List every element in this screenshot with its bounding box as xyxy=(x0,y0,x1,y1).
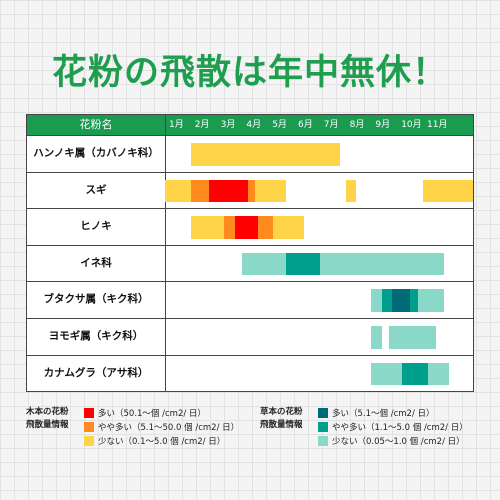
legend-tree-title-line1: 木本の花粉 xyxy=(26,407,69,417)
pollen-period-bar xyxy=(165,179,191,203)
legend-label: 多い（5.1〜個 /cm2/ 日） xyxy=(332,409,435,419)
legend-label: やや多い（1.1〜5.0 個 /cm2/ 日） xyxy=(332,423,468,433)
pollen-period-bar xyxy=(257,216,274,239)
pollen-period-bar xyxy=(190,216,225,239)
pollen-period-bar xyxy=(190,179,209,203)
row-divider xyxy=(27,244,473,246)
pollen-period-bar xyxy=(242,252,287,276)
month-label: 7月 xyxy=(323,120,339,130)
legend-grass-pollen: 草本の花粉 飛散量情報 多い（5.1〜個 /cm2/ 日） やや多い（1.1〜5.… xyxy=(260,406,490,466)
row-divider xyxy=(27,318,473,319)
month-label: 3月 xyxy=(220,120,236,130)
legend-label: やや多い（5.1〜50.0 個 /cm2/ 日） xyxy=(98,423,240,433)
legend-swatch xyxy=(84,422,94,432)
legend-tree-title-line2: 飛散量情報 xyxy=(26,420,69,430)
pollen-period-bar xyxy=(428,362,449,386)
row-divider xyxy=(27,281,473,283)
row-label: ハンノキ属（カバノキ科） xyxy=(33,147,159,159)
month-label: 9月 xyxy=(375,120,391,130)
row-divider xyxy=(27,354,473,356)
month-label: 1月 xyxy=(169,120,184,130)
pollen-period-bar xyxy=(392,289,411,312)
month-label: 10月 xyxy=(401,120,422,130)
legend-tree-title: 木本の花粉 飛散量情報 xyxy=(26,406,69,432)
row-label: ヨモギ属（キク科） xyxy=(48,330,144,342)
pollen-period-bar xyxy=(423,179,473,203)
legend-swatch xyxy=(318,422,328,432)
pollen-period-bar xyxy=(190,143,341,166)
pollen-period-bar xyxy=(255,179,287,203)
pollen-period-bar xyxy=(381,289,393,312)
row-label: ブタクサ属（キク科） xyxy=(43,293,149,306)
legend-label: 多い（50.1〜個 /cm2/ 日） xyxy=(98,409,206,419)
row-label: カナムグラ（アサ科） xyxy=(43,366,149,379)
legend-swatch xyxy=(84,408,94,418)
pollen-period-bar xyxy=(319,252,444,276)
column-divider xyxy=(165,115,166,391)
pollen-period-bar xyxy=(247,179,256,203)
legend-grass-title-line2: 飛散量情報 xyxy=(260,420,303,430)
row-label: ヒノキ xyxy=(80,220,112,233)
legend-swatch xyxy=(84,436,94,446)
pollen-period-bar xyxy=(208,179,248,203)
month-label: 4月 xyxy=(246,120,262,130)
pollen-period-bar xyxy=(286,252,320,276)
pollen-period-bar xyxy=(402,362,429,386)
pollen-period-bar xyxy=(234,216,258,239)
row-divider xyxy=(27,135,473,136)
row-label: スギ xyxy=(85,183,107,196)
pollen-period-bar xyxy=(371,362,403,386)
month-label: 8月 xyxy=(349,120,365,130)
page-title: 花粉の飛散は年中無休！ xyxy=(51,53,448,93)
pollen-period-bar xyxy=(345,179,356,203)
row-divider xyxy=(27,208,473,210)
legend-label: 少ない（0.05〜1.0 個 /cm2/ 日） xyxy=(332,437,465,447)
legend-grass-title-line1: 草本の花粉 xyxy=(260,407,303,417)
row-divider xyxy=(27,171,473,173)
header-label-pollen-name: 花粉名 xyxy=(79,118,113,131)
month-label: 6月 xyxy=(298,120,313,130)
legend-tree-pollen: 木本の花粉 飛散量情報 多い（50.1〜個 /cm2/ 日） やや多い（5.1〜5… xyxy=(26,406,256,466)
legend-grass-title: 草本の花粉 飛散量情報 xyxy=(260,406,303,432)
legend-label: 少ない（0.1〜5.0 個 /cm2/ 日） xyxy=(98,437,226,447)
legend-swatch xyxy=(318,408,328,418)
pollen-calendar-chart: 花粉名 1月 2月 3月 4月 5月 6月 7月 8月 9月 10月 11月 ハンノキ属（カバノキ科… xyxy=(26,114,474,392)
chart-header: 花粉名 1月 2月 3月 4月 5月 6月 7月 8月 9月 10月 11月 xyxy=(27,115,473,135)
pollen-period-bar xyxy=(273,216,305,239)
row-label: イネ科 xyxy=(80,256,112,269)
pollen-period-bar xyxy=(371,326,382,349)
legend-swatch xyxy=(318,436,328,446)
pollen-period-bar xyxy=(417,289,444,312)
pollen-period-bar xyxy=(389,326,436,349)
month-label: 5月 xyxy=(272,120,287,130)
month-label: 2月 xyxy=(194,120,210,130)
pollen-period-bar xyxy=(224,216,235,239)
pollen-period-bar xyxy=(410,289,418,312)
pollen-period-bar xyxy=(371,289,382,312)
month-label: 11月 xyxy=(427,120,448,130)
